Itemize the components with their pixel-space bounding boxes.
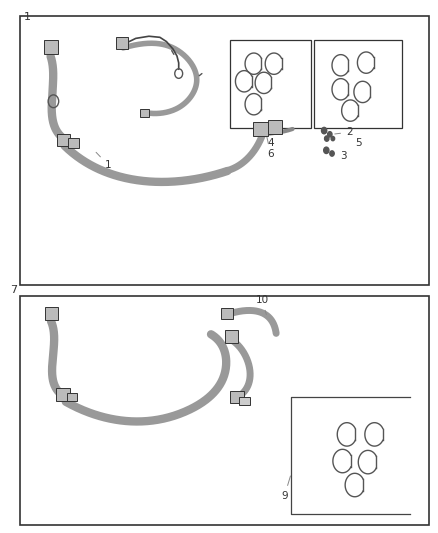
Bar [239, 397, 250, 405]
Bar [140, 109, 149, 117]
Bar [45, 307, 58, 320]
Bar [57, 134, 70, 146]
Bar [68, 138, 79, 148]
Circle shape [325, 136, 329, 141]
Text: 2: 2 [335, 127, 353, 137]
Text: 6: 6 [267, 137, 274, 159]
Bar [44, 40, 58, 53]
Circle shape [328, 132, 332, 137]
Bar [67, 393, 77, 401]
Bar [221, 308, 233, 319]
Bar [116, 37, 128, 49]
Circle shape [331, 136, 335, 141]
Circle shape [324, 147, 329, 154]
Circle shape [321, 127, 327, 134]
Text: 7: 7 [10, 286, 17, 295]
Bar [268, 120, 282, 133]
Circle shape [330, 151, 334, 156]
Bar [253, 122, 268, 136]
Bar [56, 388, 70, 401]
Text: 1: 1 [24, 12, 31, 22]
Text: 5: 5 [355, 138, 362, 148]
Bar [20, 16, 429, 285]
Text: 9: 9 [281, 476, 290, 501]
Bar [230, 40, 311, 128]
Bar [230, 391, 244, 403]
Bar [225, 330, 238, 343]
Bar [314, 40, 402, 128]
Text: 1: 1 [96, 152, 112, 170]
Text: 10: 10 [255, 295, 268, 314]
Bar [20, 296, 429, 525]
Text: 3: 3 [330, 151, 346, 160]
Text: 4: 4 [267, 138, 274, 148]
